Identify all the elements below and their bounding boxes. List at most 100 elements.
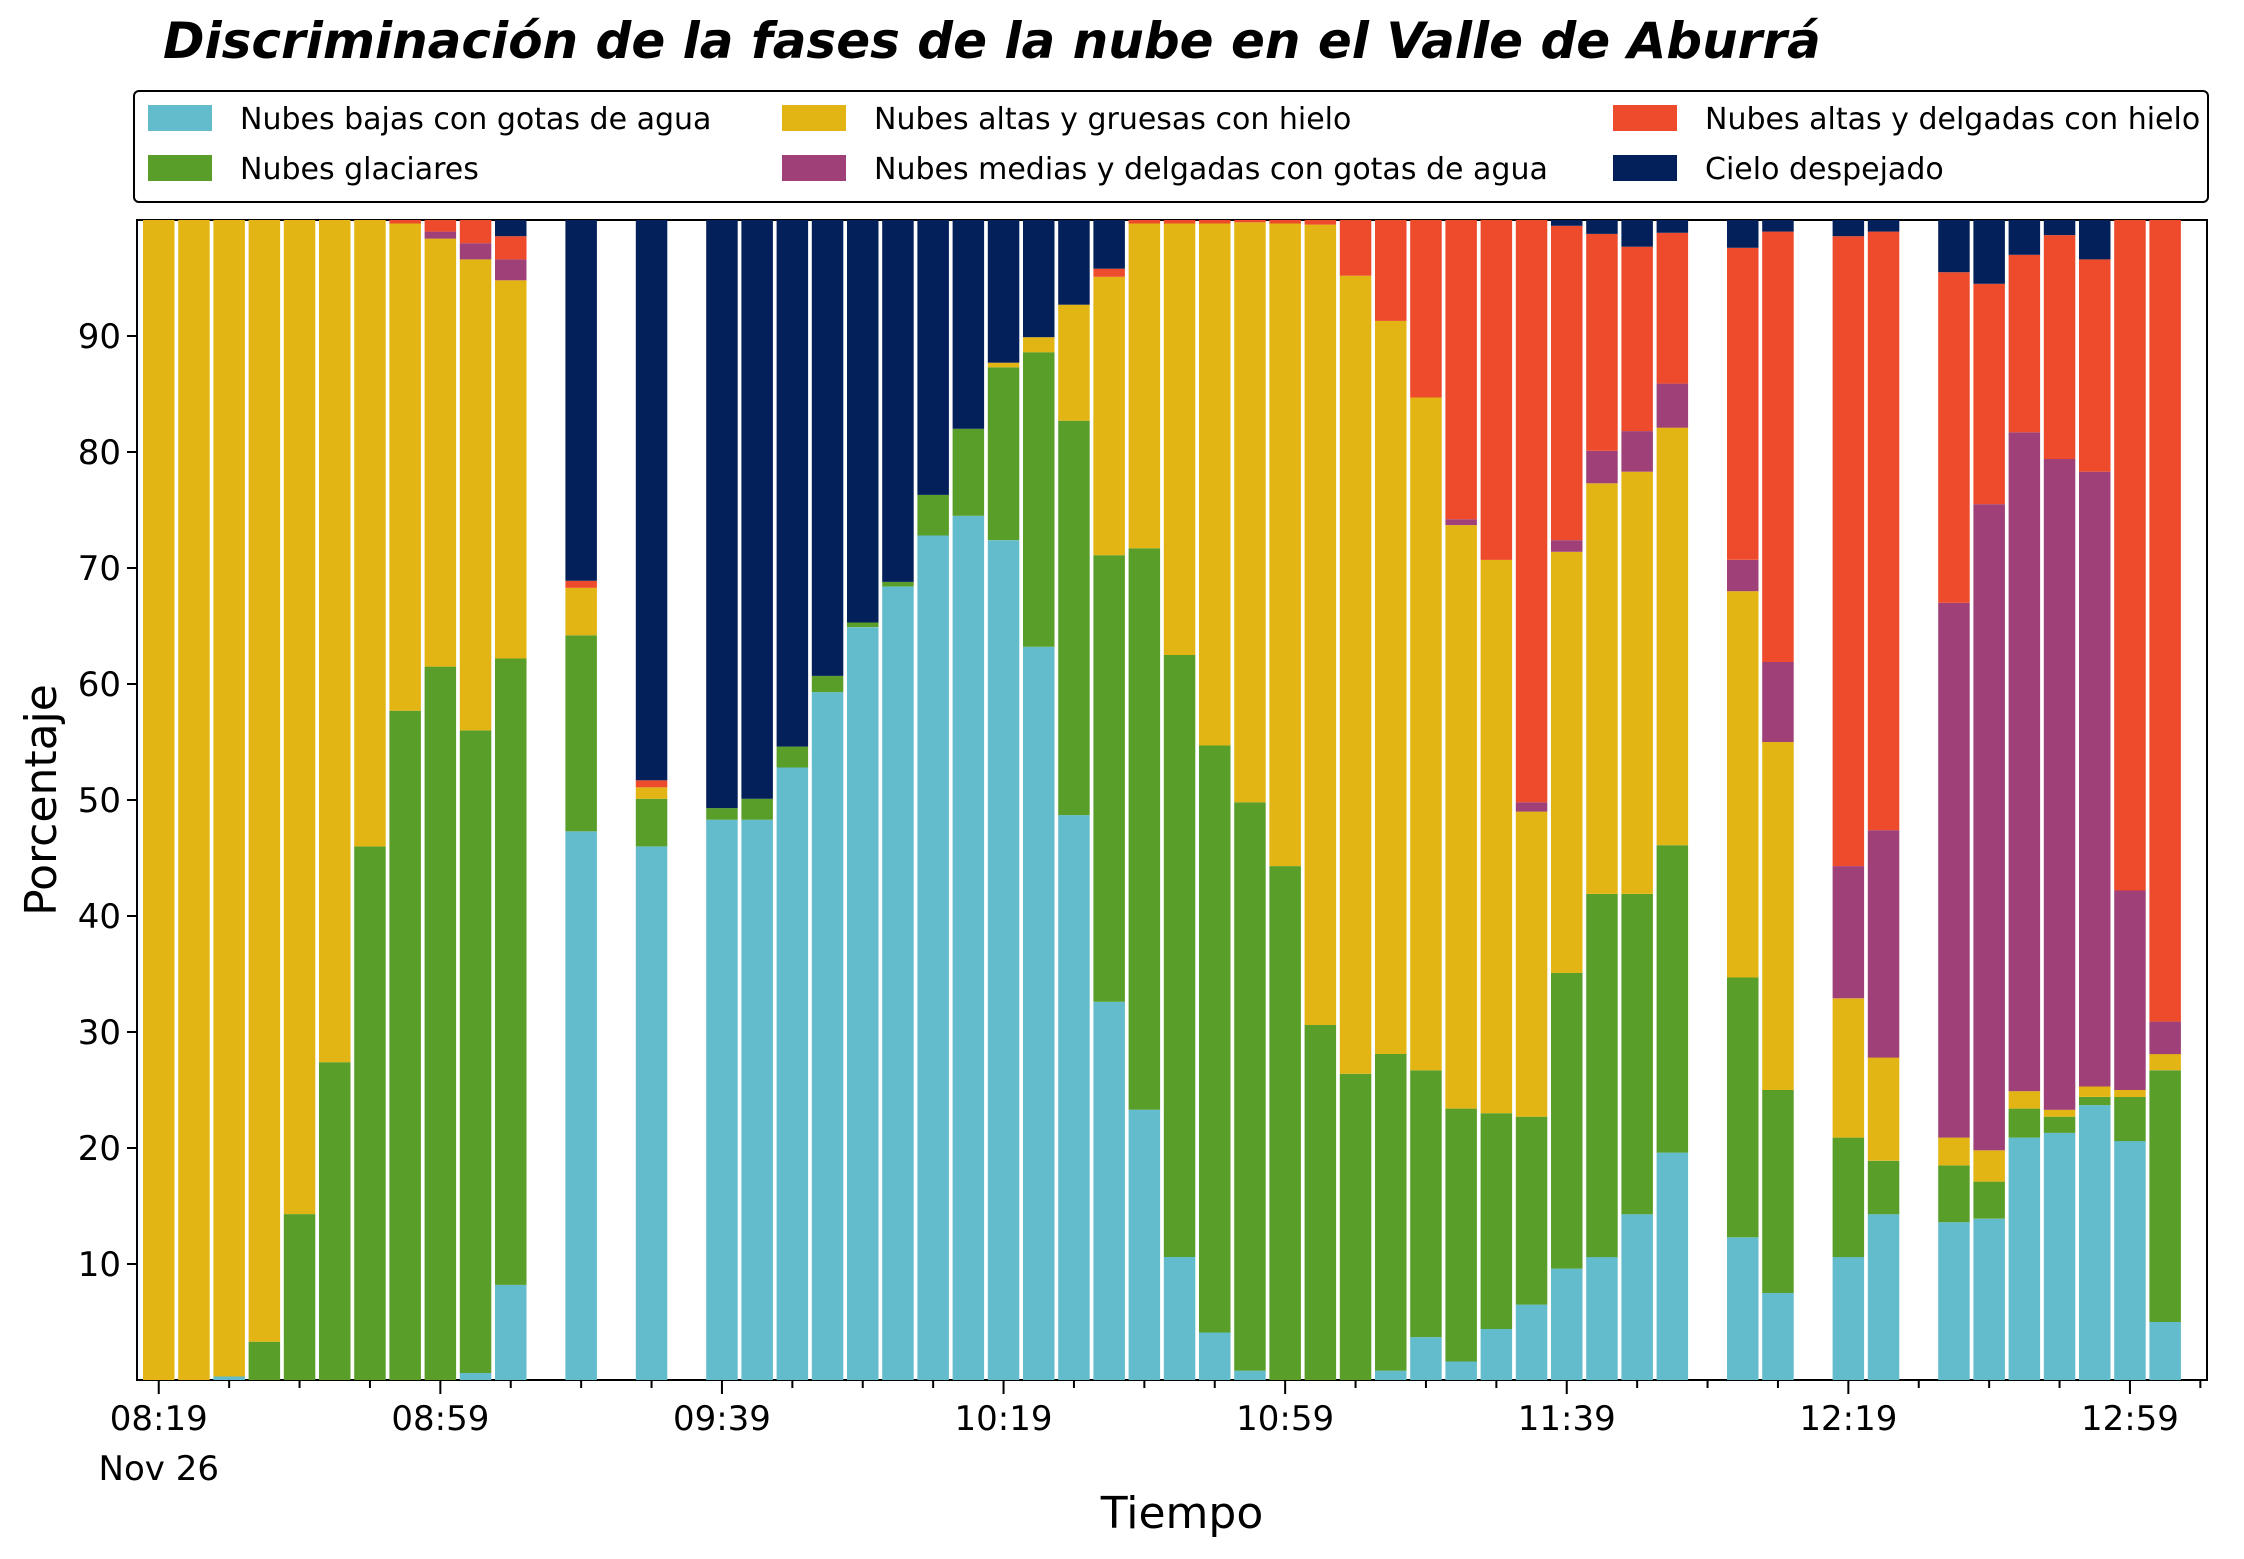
bar-segment xyxy=(2149,1070,2181,1322)
bar-segment xyxy=(1445,519,1477,526)
bar-segment xyxy=(1234,220,1266,223)
bar-segment xyxy=(1304,224,1337,1026)
bar-segment xyxy=(565,580,597,588)
bar-segment xyxy=(495,1284,527,1380)
bar-segment xyxy=(1163,1257,1196,1380)
bar-segment xyxy=(847,220,879,623)
bar-segment xyxy=(459,1373,492,1380)
bar-segment xyxy=(178,220,210,1380)
x-axis-label: Tiempo xyxy=(1100,1488,1264,1539)
bar-segment xyxy=(987,362,1020,368)
bar-segment xyxy=(1762,1293,1794,1380)
bar-segment xyxy=(1339,220,1372,276)
bar-segment xyxy=(1093,555,1125,1002)
bar-segment xyxy=(2149,1021,2181,1055)
bar-segment xyxy=(1093,268,1125,277)
bar-segment xyxy=(2043,1132,2076,1380)
bar-segment xyxy=(741,220,773,799)
bar-segment xyxy=(1058,304,1090,421)
bar-segment xyxy=(143,220,175,1380)
bar-segment xyxy=(1656,845,1689,1153)
legend-label: Nubes medias y delgadas con gotas de agu… xyxy=(874,152,1548,187)
bar-segment xyxy=(1938,1222,1970,1380)
bar-segment xyxy=(952,515,985,1380)
bar-segment xyxy=(1762,220,1794,232)
bar-segment xyxy=(1023,646,1055,1380)
bar-segment xyxy=(495,259,527,281)
bar-segment xyxy=(635,798,668,847)
bar-segment xyxy=(1867,1057,1900,1161)
bar-segment xyxy=(1269,866,1301,1380)
bar-segment xyxy=(248,1341,281,1380)
bar-segment xyxy=(1832,1257,1865,1380)
bar-segment xyxy=(495,220,527,237)
bar-segment xyxy=(2008,254,2041,433)
bar-segment xyxy=(1445,220,1477,520)
bar-segment xyxy=(1375,1370,1407,1380)
bar-segment xyxy=(1938,272,1970,603)
bar-segment xyxy=(1551,220,1583,226)
bar-segment xyxy=(495,658,527,1285)
bar-segment xyxy=(1586,220,1618,234)
bar-segment xyxy=(2079,1105,2111,1380)
x-tick-label: 12:59 xyxy=(2081,1399,2179,1439)
bar-segment xyxy=(847,627,879,1380)
bar-segment xyxy=(459,243,492,260)
chart-title: Discriminación de la fases de la nube en… xyxy=(163,12,1821,70)
bar-segment xyxy=(1586,894,1618,1258)
bars xyxy=(143,220,2181,1380)
y-tick-label: 20 xyxy=(78,1129,121,1169)
bar-segment xyxy=(2043,1109,2076,1117)
y-tick-label: 10 xyxy=(78,1245,121,1285)
bar-segment xyxy=(917,494,949,536)
bar-segment xyxy=(1727,1237,1759,1380)
x-tick-label: 10:19 xyxy=(955,1399,1053,1439)
legend-swatch xyxy=(782,105,846,131)
bar-segment xyxy=(354,846,386,1380)
bar-segment xyxy=(1867,830,1900,1058)
bar-segment xyxy=(565,831,597,1380)
bar-segment xyxy=(635,787,668,799)
bar-segment xyxy=(1938,602,1970,1138)
bar-segment xyxy=(2114,1141,2146,1380)
bar-segment xyxy=(1832,866,1865,999)
bar-segment xyxy=(1551,972,1583,1269)
bar-segment xyxy=(811,675,844,693)
plot-area: 10 20 30 40 50 60 70 80 90 08:19 08:59 09:39 10:19 1… xyxy=(78,219,2208,1489)
bar-segment xyxy=(424,231,457,239)
bar-segment xyxy=(1163,220,1196,224)
bar-segment xyxy=(2043,220,2076,236)
bar-segment xyxy=(1762,231,1794,662)
bar-segment xyxy=(1586,233,1618,451)
bar-segment xyxy=(1621,246,1653,432)
bar-segment xyxy=(389,220,421,224)
bar-segment xyxy=(1656,383,1689,428)
bar-segment xyxy=(811,220,844,676)
bar-segment xyxy=(1515,220,1548,803)
bar-segment xyxy=(635,846,668,1380)
bar-segment xyxy=(1727,559,1759,592)
bar-segment xyxy=(1832,998,1865,1138)
bar-segment xyxy=(565,220,597,581)
bar-segment xyxy=(2149,1322,2181,1380)
legend-label: Nubes altas y delgadas con hielo xyxy=(1705,102,2200,137)
bar-segment xyxy=(1727,591,1759,978)
bar-segment xyxy=(1128,223,1161,549)
bar-segment xyxy=(1058,815,1090,1380)
bar-segment xyxy=(389,223,421,711)
bar-segment xyxy=(1621,894,1653,1215)
bar-segment xyxy=(1480,1329,1513,1380)
bar-segment xyxy=(1410,397,1442,1071)
bar-segment xyxy=(917,220,949,495)
bar-segment xyxy=(1480,1113,1513,1329)
bar-segment xyxy=(2079,1086,2111,1097)
bar-segment xyxy=(706,819,738,1380)
bar-segment xyxy=(1445,525,1477,1109)
bar-segment xyxy=(1656,220,1689,233)
bar-segment xyxy=(811,692,844,1380)
bar-segment xyxy=(565,587,597,636)
x-tick-label: 10:59 xyxy=(1236,1399,1334,1439)
bar-segment xyxy=(987,367,1020,541)
bar-segment xyxy=(987,540,1020,1380)
